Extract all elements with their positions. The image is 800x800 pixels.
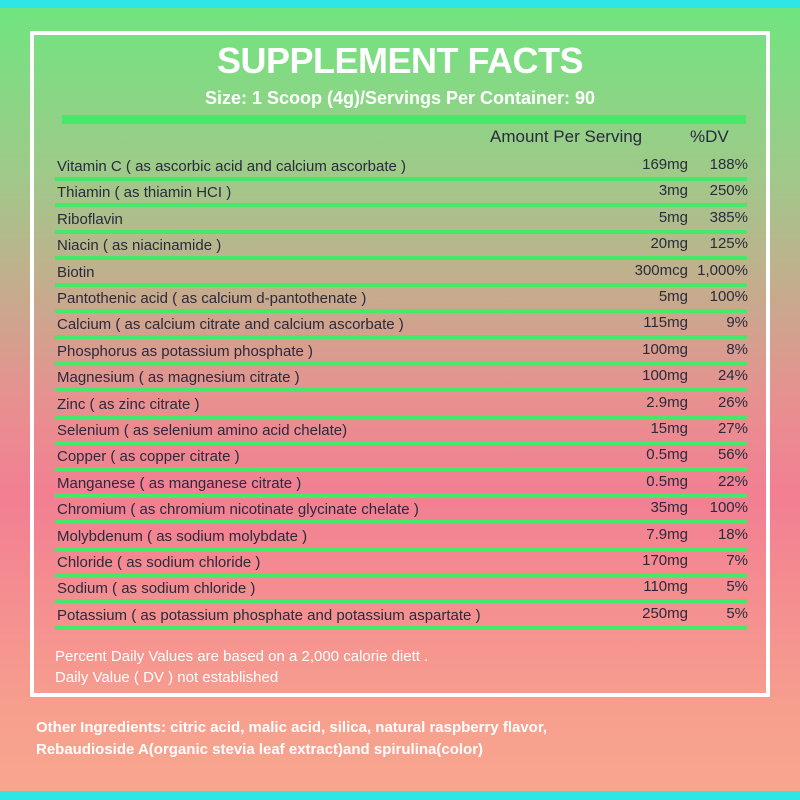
amount: 20mg [650, 235, 688, 253]
row-rule [55, 573, 747, 577]
row-rule [55, 625, 747, 630]
row-rule [55, 388, 747, 393]
daily-value: 22% [717, 472, 748, 490]
row-rule [55, 309, 747, 313]
daily-value: 188% [709, 156, 748, 173]
nutrient-name: Potassium ( as potassium phosphate and p… [57, 606, 481, 624]
amount: 250mg [642, 604, 688, 622]
daily-value: 5% [726, 578, 748, 596]
daily-value: 100% [709, 288, 748, 305]
nutrient-name: Calcium ( as calcium citrate and calcium… [57, 316, 404, 334]
nutrient-name: Selenium ( as selenium amino acid chelat… [57, 422, 348, 439]
nutrient-name: Pantothenic acid ( as calcium d-pantothe… [57, 290, 367, 307]
dv-header: %DV [690, 127, 729, 146]
row-rule [55, 335, 747, 340]
daily-value: 56% [717, 446, 748, 464]
amount: 5mg [658, 208, 688, 226]
nutrient-name: Phosphorus as potassium phosphate ) [57, 342, 313, 360]
row-rule [55, 256, 747, 261]
footnote: Percent Daily Values are based on a 2,00… [55, 648, 429, 665]
row-rule [55, 282, 747, 287]
amount: 170mg [642, 552, 688, 569]
daily-value: 24% [717, 367, 748, 385]
nutrient-name: Vitamin C ( as ascorbic acid and calcium… [57, 158, 407, 175]
amount: 100mg [642, 367, 688, 385]
row-rule [55, 361, 747, 366]
nutrient-name: Molybdenum ( as sodium molybdate ) [57, 527, 308, 545]
row-rule [55, 467, 747, 472]
nutrient-name: Riboflavin [57, 210, 123, 228]
daily-value: 18% [717, 525, 748, 543]
row-rule [55, 177, 747, 181]
daily-value: 100% [709, 499, 748, 517]
amount: 3mg [658, 182, 688, 200]
daily-value: 385% [709, 208, 748, 226]
row-rule [55, 229, 747, 234]
nutrient-name: Manganese ( as manganese citrate ) [57, 474, 302, 492]
nutrient-name: Magnesium ( as magnesium citrate ) [57, 369, 300, 387]
daily-value: 7% [726, 552, 748, 569]
daily-value: 5% [726, 604, 748, 622]
row-rule [55, 546, 747, 551]
subtitle: Size: 1 Scoop (4g)/Servings Per Containe… [204, 88, 596, 108]
amount: 2.9mg [646, 393, 688, 411]
top-bar [62, 115, 746, 124]
nutrient-name: Zinc ( as zinc citrate ) [57, 395, 200, 413]
row-rule [55, 493, 747, 498]
amount: 35mg [650, 499, 688, 517]
title: SUPPLEMENT FACTS [216, 40, 584, 81]
nutrient-name: Copper ( as copper citrate ) [57, 448, 240, 466]
top-strip [0, 0, 800, 8]
amount: 110mg [643, 578, 688, 596]
amount: 0.5mg [646, 446, 688, 464]
daily-value: 1,000% [697, 261, 748, 279]
nutrient-name: Chloride ( as sodium chloride ) [57, 554, 261, 571]
row-rule [55, 203, 747, 208]
amount-header: Amount Per Serving [490, 127, 643, 146]
daily-value: 27% [717, 420, 748, 437]
amount: 15mg [650, 420, 688, 437]
nutrient-name: Thiamin ( as thiamin HCI ) [57, 184, 232, 202]
row-rule [55, 599, 747, 604]
nutrient-name: Niacin ( as niacinamide ) [57, 237, 222, 255]
bottom-strip [0, 791, 800, 800]
footnote: Daily Value ( DV ) not established [55, 669, 279, 686]
daily-value: 26% [717, 393, 748, 411]
nutrient-name: Biotin [57, 263, 95, 281]
row-rule [55, 414, 747, 419]
amount: 115mg [643, 314, 688, 332]
nutrient-name: Sodium ( as sodium chloride ) [57, 580, 256, 598]
nutrient-name: Chromium ( as chromium nicotinate glycin… [57, 501, 419, 519]
other-ingredients: Rebaudioside A(organic stevia leaf extra… [36, 741, 484, 758]
daily-value: 8% [726, 340, 748, 358]
amount: 300mcg [634, 261, 688, 279]
amount: 7.9mg [646, 525, 688, 543]
other-ingredients: Other Ingredients: citric acid, malic ac… [36, 719, 548, 736]
row-rule [55, 441, 747, 445]
amount: 5mg [658, 288, 688, 305]
frame [30, 31, 770, 697]
daily-value: 9% [726, 314, 748, 332]
amount: 0.5mg [646, 472, 688, 490]
daily-value: 250% [709, 182, 748, 200]
row-rule [55, 520, 747, 525]
amount: 169mg [642, 156, 688, 173]
daily-value: 125% [709, 235, 748, 253]
amount: 100mg [642, 340, 688, 358]
